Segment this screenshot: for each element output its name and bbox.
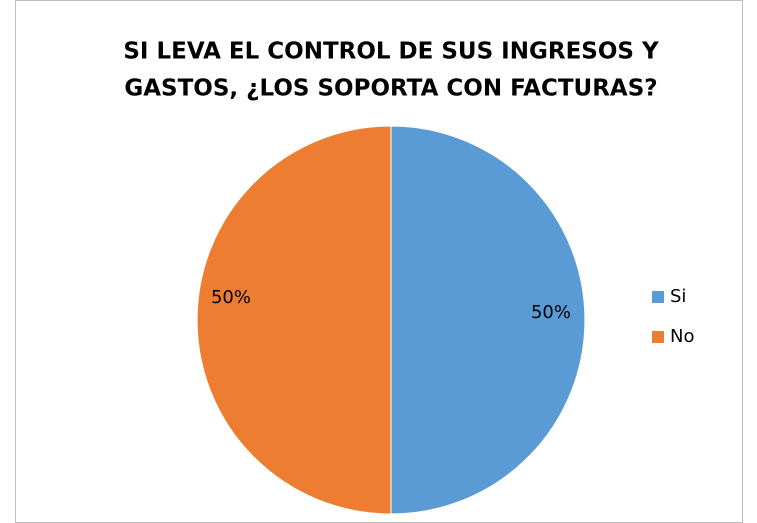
chart-title: SI LEVA EL CONTROL DE SUS INGRESOS Y (123, 39, 659, 65)
pie-slice (196, 125, 392, 515)
legend-swatch (652, 291, 664, 303)
pie-slice (390, 125, 586, 515)
legend-swatch (652, 331, 664, 343)
legend-label: No (670, 326, 694, 347)
data-label: 50% (531, 302, 571, 323)
data-label: 50% (211, 287, 251, 308)
legend-label: Si (670, 286, 686, 307)
chart-title: GASTOS, ¿LOS SOPORTA CON FACTURAS? (124, 76, 657, 102)
